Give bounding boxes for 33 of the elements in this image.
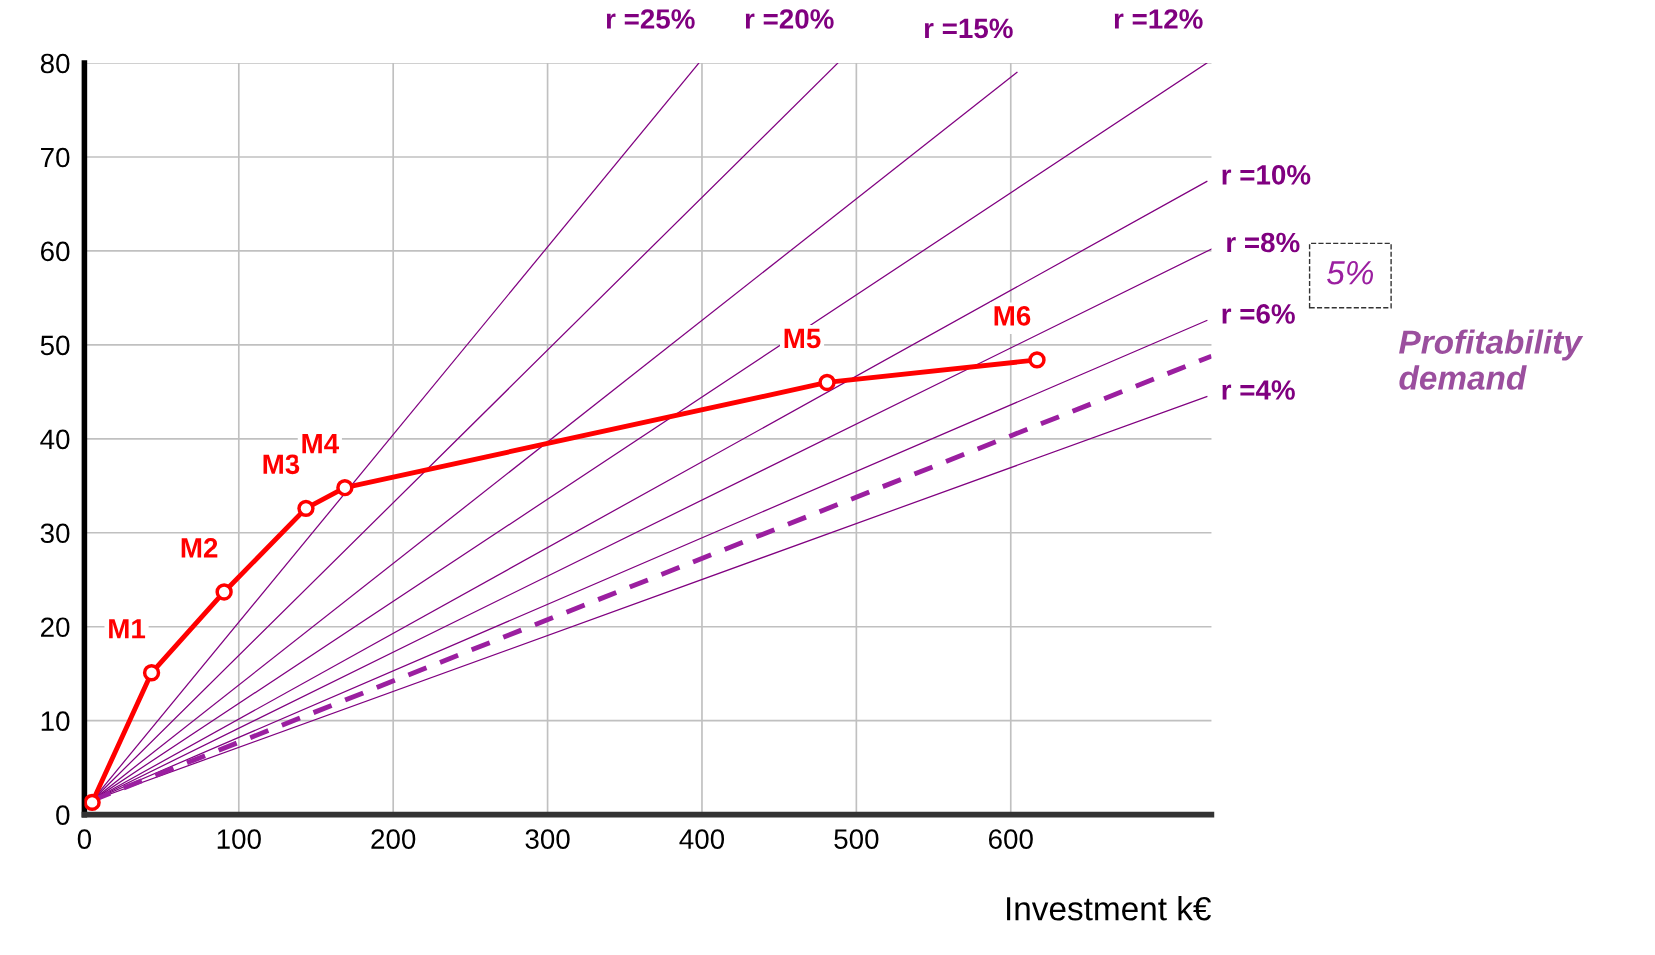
series-label: r =6% bbox=[1222, 304, 1295, 324]
annotation: M3 bbox=[263, 454, 300, 475]
annotation: M2 bbox=[181, 538, 218, 558]
y-tick-label: 60 bbox=[41, 241, 70, 262]
x-tick-label: 200 bbox=[371, 829, 416, 849]
annotation: M1 bbox=[109, 619, 146, 639]
series-label: r =25% bbox=[606, 9, 695, 29]
text: 5% bbox=[1327, 261, 1374, 285]
series-label: r =10% bbox=[1222, 165, 1311, 185]
y-tick-label: 40 bbox=[40, 429, 70, 450]
series-label: r =8% bbox=[1227, 232, 1300, 253]
y-tick-label: 50 bbox=[40, 335, 70, 356]
annotation: M5 bbox=[784, 328, 821, 349]
y-tick-label: 70 bbox=[41, 147, 70, 168]
x-tick-label: 500 bbox=[834, 829, 879, 849]
text: Profitability demand bbox=[1399, 329, 1584, 390]
x-tick-label: 100 bbox=[217, 829, 261, 849]
x-axis-title: Investment k€ bbox=[1007, 896, 1211, 921]
y-tick-label: 20 bbox=[41, 617, 70, 638]
x-tick-label: 0 bbox=[77, 829, 92, 849]
x-tick-label: 400 bbox=[679, 829, 725, 849]
annotation: M6 bbox=[994, 306, 1031, 326]
y-tick-label: 0 bbox=[56, 805, 70, 825]
y-tick-label: 80 bbox=[40, 53, 70, 74]
series-label: r =15% bbox=[924, 18, 1013, 39]
x-tick-label: 300 bbox=[525, 829, 570, 849]
series-label: r =12% bbox=[1114, 9, 1203, 29]
x-tick-label: 600 bbox=[988, 829, 1033, 849]
series-label: r =4% bbox=[1222, 380, 1295, 400]
y-tick-label: 10 bbox=[41, 711, 70, 732]
series-label: r =20% bbox=[745, 9, 834, 29]
annotation: M4 bbox=[302, 434, 340, 454]
y-tick-label: 30 bbox=[40, 523, 70, 544]
